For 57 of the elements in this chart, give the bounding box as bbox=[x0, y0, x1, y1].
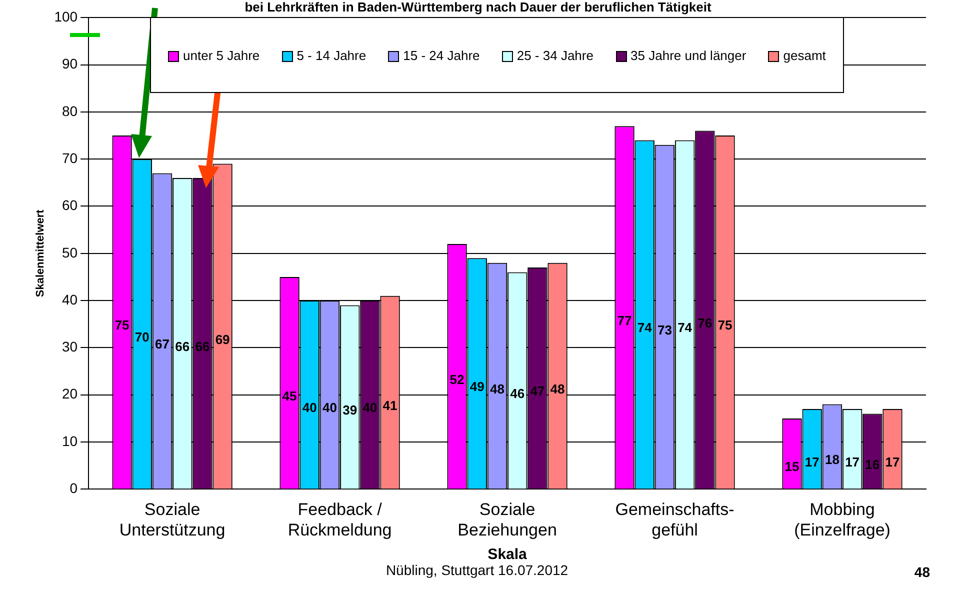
legend-label: 15 - 24 Jahre bbox=[402, 48, 480, 62]
data-label: 17 bbox=[885, 454, 900, 470]
data-label: 67 bbox=[155, 336, 170, 352]
y-tick-label: 30 bbox=[62, 338, 78, 355]
x-axis-title: Skala bbox=[488, 546, 528, 564]
x-tick-label: Mobbing (Einzelfrage) bbox=[794, 500, 890, 540]
data-label: 40 bbox=[302, 400, 317, 416]
y-tick-label: 0 bbox=[70, 480, 78, 496]
y-tick-label: 40 bbox=[62, 291, 78, 308]
text: Nübling, Stuttgart 16.07.2012 bbox=[386, 562, 568, 578]
legend-label: gesamt bbox=[782, 48, 826, 62]
data-label: 66 bbox=[175, 338, 190, 354]
y-tick-label: 100 bbox=[54, 8, 78, 24]
data-label: 66 bbox=[195, 338, 210, 354]
data-label: 18 bbox=[824, 452, 840, 468]
data-label: 48 bbox=[490, 381, 504, 396]
data-label: 15 bbox=[784, 459, 800, 474]
data-label: 40 bbox=[362, 400, 378, 416]
data-label: 47 bbox=[530, 384, 545, 399]
legend-label: 25 - 34 Jahre bbox=[516, 48, 594, 62]
data-label: 17 bbox=[845, 454, 860, 470]
y-tick-label: 20 bbox=[62, 386, 78, 402]
y-tick-label: 50 bbox=[62, 244, 78, 260]
data-label: 17 bbox=[804, 454, 820, 470]
data-label: 73 bbox=[657, 322, 672, 338]
data-label: 16 bbox=[865, 456, 880, 472]
data-label: 70 bbox=[134, 329, 150, 344]
data-label: 74 bbox=[678, 320, 693, 336]
x-tick-label: Feedback / Rückmeldung bbox=[288, 500, 392, 540]
data-label: 46 bbox=[510, 386, 525, 402]
chart-title: bei Lehrkräften in Baden-Württemberg nach Dauer der beruflichen Tätigkeit bbox=[244, 0, 712, 14]
y-tick-label: 60 bbox=[62, 197, 78, 214]
data-label: 75 bbox=[114, 318, 130, 333]
data-label: 41 bbox=[382, 398, 398, 413]
x-tick-label: Soziale Beziehungen bbox=[458, 500, 557, 540]
legend-label: 35 Jahre und länger bbox=[630, 48, 746, 62]
data-label: 49 bbox=[470, 378, 484, 394]
data-label: 74 bbox=[637, 320, 653, 336]
y-tick-label: 90 bbox=[62, 56, 78, 72]
legend-label: unter 5 Jahre bbox=[182, 48, 260, 62]
text: 48 bbox=[914, 564, 930, 580]
data-label: 40 bbox=[322, 400, 337, 416]
x-tick-label: Soziale Unterstützung bbox=[119, 500, 226, 540]
data-label: 45 bbox=[282, 388, 297, 404]
data-label: 52 bbox=[450, 372, 464, 387]
data-label: 77 bbox=[617, 312, 632, 328]
y-axis-title: Skalenmittelwert bbox=[34, 209, 47, 298]
data-label: 75 bbox=[718, 318, 732, 333]
y-tick-label: 70 bbox=[62, 150, 78, 166]
data-label: 48 bbox=[550, 381, 565, 396]
data-label: 39 bbox=[342, 402, 358, 418]
legend-label: 5 - 14 Jahre bbox=[296, 48, 366, 62]
y-tick-label: 10 bbox=[62, 432, 78, 449]
x-tick-label: Gemeinschafts-gefühl bbox=[615, 500, 734, 540]
data-label: 69 bbox=[215, 332, 230, 347]
data-label: 76 bbox=[698, 315, 712, 330]
y-tick-label: 80 bbox=[62, 102, 78, 119]
